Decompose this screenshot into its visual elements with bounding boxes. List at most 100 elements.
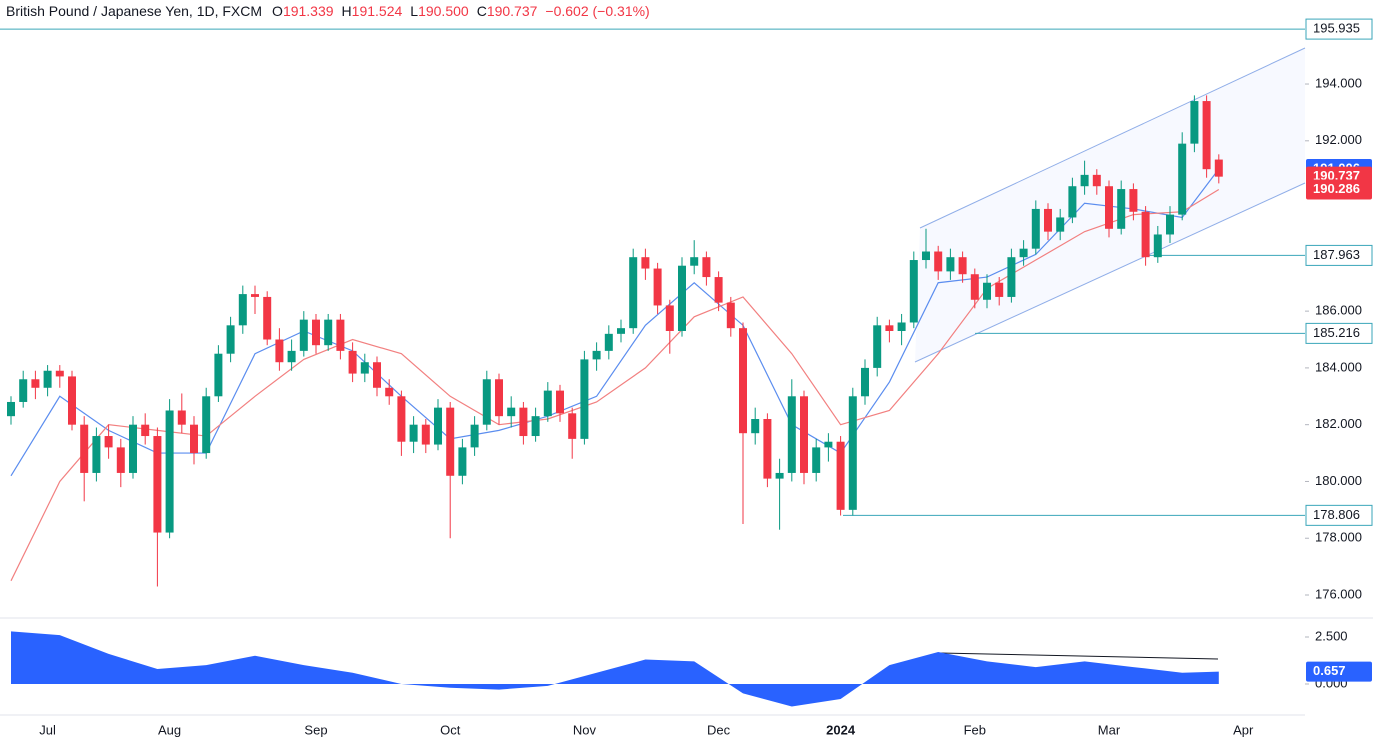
candle-body: [861, 367, 869, 397]
candle-body: [995, 282, 1004, 297]
candle-body: [190, 424, 198, 454]
level-label: 195.935: [1313, 21, 1360, 36]
ma-slow-label: 190.286: [1313, 181, 1360, 196]
x-tick-label: Mar: [1098, 722, 1121, 737]
candle-body: [1166, 214, 1174, 235]
candle-body: [116, 447, 125, 473]
candle-body: [1214, 159, 1223, 177]
x-tick-label: Dec: [707, 722, 731, 737]
indicator-label-box: [1306, 661, 1372, 682]
candle-body: [470, 424, 479, 448]
y-tick-label: 180.000: [1315, 473, 1362, 488]
candle-body: [385, 387, 394, 397]
x-tick-label: Apr: [1233, 722, 1254, 737]
candle-body: [629, 257, 638, 329]
candle-body: [1092, 174, 1101, 187]
candle-body: [507, 407, 516, 417]
level-label: 187.963: [1313, 247, 1360, 262]
level-label-box: [1305, 18, 1373, 40]
field-key: C: [477, 3, 487, 19]
candle-body: [165, 410, 174, 533]
candle-body: [1178, 143, 1187, 215]
candle-body: [775, 472, 784, 479]
candle-body: [348, 350, 357, 374]
candle-body: [1202, 101, 1211, 170]
y-tick-label: 194.000: [1315, 75, 1362, 90]
moving-average: [10, 188, 1220, 582]
level-label-box: [1305, 322, 1373, 344]
field-value: 191.339: [283, 3, 334, 19]
candle-body: [983, 282, 991, 300]
x-tick-label: Sep: [304, 722, 327, 737]
candle-body: [1068, 186, 1077, 218]
candle-body: [19, 379, 28, 402]
candle-body: [202, 396, 211, 454]
indicator-area: [11, 631, 1219, 707]
candle-body: [446, 407, 455, 476]
candle-body: [226, 325, 235, 354]
candle-body: [287, 350, 296, 363]
y-tick-label: 186.000: [1315, 303, 1362, 318]
candle-body: [373, 362, 381, 388]
field-value: 191.524: [352, 3, 403, 19]
candle-body: [519, 407, 528, 437]
field-key: L: [410, 3, 418, 19]
x-tick-label: Nov: [573, 722, 597, 737]
channel-upper: [919, 47, 1306, 229]
symbol: British Pound / Japanese Yen, 1D, FXCM: [6, 3, 262, 19]
y-tick-label: 182.000: [1315, 416, 1362, 431]
candle-body: [653, 268, 662, 306]
candle-body: [80, 424, 89, 473]
candle-body: [1056, 217, 1065, 232]
level-label-box: [1305, 244, 1373, 266]
candle-body: [958, 257, 967, 275]
indicator-label: 0.657: [1313, 663, 1346, 678]
indicator-tick-label: 2.500: [1315, 628, 1348, 643]
candle-body: [31, 379, 40, 388]
candle-body: [336, 319, 345, 351]
candle-body: [824, 441, 833, 448]
candle-body: [141, 424, 150, 437]
candle-body: [409, 424, 418, 442]
field-value: 190.737: [487, 3, 538, 19]
candle-body: [312, 319, 320, 346]
candle-body: [360, 362, 369, 374]
candle-body: [238, 294, 247, 326]
candle-body: [787, 396, 796, 473]
y-tick-label: 176.000: [1315, 586, 1362, 601]
candle-body: [592, 350, 601, 360]
candle-body: [604, 333, 613, 351]
x-tick-label: Jul: [39, 722, 56, 737]
candle-body: [812, 447, 821, 473]
candle-body: [800, 396, 808, 473]
y-tick-label: 192.000: [1315, 132, 1362, 147]
candle-body: [324, 319, 333, 346]
candle-body: [726, 302, 735, 329]
candle-body: [970, 274, 979, 300]
x-tick-label: 2024: [826, 722, 856, 737]
field-key: O: [272, 3, 283, 19]
candle-body: [1117, 189, 1126, 229]
candle-body: [1044, 208, 1052, 232]
candle-body: [739, 328, 747, 434]
candle-body: [421, 424, 430, 445]
candle-body: [848, 396, 857, 510]
candle-body: [714, 277, 723, 303]
candle-body: [1007, 257, 1016, 297]
close-label: 190.737: [1313, 168, 1360, 183]
field-key: H: [342, 3, 352, 19]
candle-body: [641, 257, 650, 269]
candle-body: [1153, 234, 1162, 258]
candle-body: [909, 260, 918, 323]
candle-body: [934, 251, 943, 272]
candle-body: [678, 265, 686, 332]
candle-body: [836, 441, 845, 510]
level-label: 185.216: [1313, 325, 1360, 340]
candle-body: [482, 379, 491, 425]
candle-body: [251, 294, 259, 297]
candle-body: [177, 410, 186, 425]
candle-body: [43, 370, 52, 388]
candle-body: [946, 257, 955, 272]
candle-body: [92, 436, 101, 473]
